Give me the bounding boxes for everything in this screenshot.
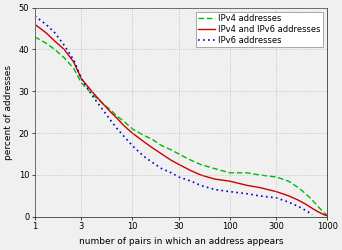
IPv6 addresses bbox=[71, 58, 76, 61]
IPv4 and IPv6 addresses bbox=[287, 194, 291, 197]
IPv4 and IPv6 addresses bbox=[142, 140, 146, 143]
IPv4 addresses bbox=[101, 102, 105, 105]
Legend: IPv4 addresses, IPv4 and IPv6 addresses, IPv6 addresses: IPv4 addresses, IPv4 and IPv6 addresses,… bbox=[196, 12, 323, 47]
IPv4 and IPv6 addresses bbox=[325, 214, 329, 218]
IPv4 addresses bbox=[121, 119, 125, 122]
IPv6 addresses bbox=[245, 192, 249, 195]
IPv6 addresses bbox=[198, 184, 202, 187]
IPv4 addresses bbox=[198, 163, 202, 166]
IPv6 addresses bbox=[169, 171, 173, 174]
IPv4 and IPv6 addresses bbox=[160, 152, 164, 156]
IPv4 addresses bbox=[177, 152, 181, 156]
IPv4 addresses bbox=[142, 134, 146, 137]
IPv4 and IPv6 addresses bbox=[150, 146, 154, 149]
IPv4 and IPv6 addresses bbox=[130, 132, 134, 134]
IPv6 addresses bbox=[177, 176, 181, 178]
IPv4 addresses bbox=[228, 171, 232, 174]
IPv4 addresses bbox=[169, 148, 173, 151]
IPv4 and IPv6 addresses bbox=[213, 178, 217, 180]
IPv6 addresses bbox=[109, 119, 113, 122]
IPv4 and IPv6 addresses bbox=[169, 159, 173, 162]
IPv6 addresses bbox=[62, 44, 66, 47]
IPv4 and IPv6 addresses bbox=[71, 60, 76, 64]
IPv4 and IPv6 addresses bbox=[296, 198, 300, 202]
IPv6 addresses bbox=[44, 23, 48, 26]
IPv6 addresses bbox=[189, 180, 193, 183]
IPv4 and IPv6 addresses bbox=[245, 184, 249, 187]
IPv4 and IPv6 addresses bbox=[109, 111, 113, 114]
IPv4 addresses bbox=[321, 210, 325, 213]
IPv4 and IPv6 addresses bbox=[321, 213, 325, 216]
Line: IPv6 addresses: IPv6 addresses bbox=[35, 16, 312, 215]
IPv4 addresses bbox=[245, 171, 249, 174]
IPv4 addresses bbox=[33, 36, 37, 38]
IPv6 addresses bbox=[101, 108, 105, 112]
IPv4 addresses bbox=[71, 67, 76, 70]
IPv6 addresses bbox=[92, 96, 96, 99]
IPv4 and IPv6 addresses bbox=[177, 163, 181, 166]
IPv4 and IPv6 addresses bbox=[198, 174, 202, 176]
IPv6 addresses bbox=[257, 194, 261, 197]
IPv4 addresses bbox=[304, 192, 308, 195]
IPv6 addresses bbox=[33, 14, 37, 18]
IPv4 addresses bbox=[316, 205, 320, 208]
Y-axis label: percent of addresses: percent of addresses bbox=[4, 65, 13, 160]
IPv6 addresses bbox=[160, 167, 164, 170]
IPv4 and IPv6 addresses bbox=[257, 186, 261, 189]
IPv4 and IPv6 addresses bbox=[121, 123, 125, 126]
IPv6 addresses bbox=[79, 77, 83, 80]
IPv4 addresses bbox=[310, 198, 314, 202]
IPv6 addresses bbox=[213, 188, 217, 191]
IPv4 and IPv6 addresses bbox=[316, 210, 320, 213]
IPv4 addresses bbox=[296, 186, 300, 189]
IPv4 addresses bbox=[53, 48, 57, 51]
IPv6 addresses bbox=[274, 196, 278, 200]
IPv4 addresses bbox=[109, 108, 113, 112]
IPv4 addresses bbox=[189, 159, 193, 162]
X-axis label: number of pairs in which an address appears: number of pairs in which an address appe… bbox=[79, 237, 284, 246]
IPv6 addresses bbox=[115, 128, 119, 130]
IPv4 and IPv6 addresses bbox=[115, 117, 119, 120]
IPv4 and IPv6 addresses bbox=[228, 180, 232, 183]
IPv4 and IPv6 addresses bbox=[62, 48, 66, 51]
IPv4 and IPv6 addresses bbox=[274, 190, 278, 193]
IPv6 addresses bbox=[296, 205, 300, 208]
IPv4 addresses bbox=[213, 167, 217, 170]
IPv4 and IPv6 addresses bbox=[304, 203, 308, 206]
IPv6 addresses bbox=[310, 213, 314, 216]
Line: IPv4 and IPv6 addresses: IPv4 and IPv6 addresses bbox=[35, 24, 327, 216]
IPv6 addresses bbox=[121, 134, 125, 137]
IPv6 addresses bbox=[142, 154, 146, 158]
IPv6 addresses bbox=[287, 200, 291, 203]
IPv4 addresses bbox=[257, 174, 261, 176]
IPv4 addresses bbox=[44, 42, 48, 45]
IPv6 addresses bbox=[130, 144, 134, 147]
IPv4 addresses bbox=[325, 214, 329, 217]
Line: IPv4 addresses: IPv4 addresses bbox=[35, 37, 327, 216]
IPv4 and IPv6 addresses bbox=[92, 92, 96, 95]
IPv4 and IPv6 addresses bbox=[53, 40, 57, 42]
IPv4 addresses bbox=[79, 82, 83, 84]
IPv6 addresses bbox=[304, 209, 308, 212]
IPv4 and IPv6 addresses bbox=[33, 23, 37, 26]
IPv4 and IPv6 addresses bbox=[44, 31, 48, 34]
IPv4 addresses bbox=[274, 176, 278, 178]
IPv6 addresses bbox=[228, 190, 232, 193]
IPv4 addresses bbox=[150, 138, 154, 141]
IPv4 addresses bbox=[92, 94, 96, 97]
IPv4 addresses bbox=[115, 115, 119, 118]
IPv4 and IPv6 addresses bbox=[310, 207, 314, 210]
IPv4 and IPv6 addresses bbox=[189, 169, 193, 172]
IPv4 addresses bbox=[130, 128, 134, 130]
IPv4 addresses bbox=[287, 180, 291, 183]
IPv6 addresses bbox=[53, 31, 57, 34]
IPv4 addresses bbox=[62, 56, 66, 59]
IPv4 and IPv6 addresses bbox=[101, 102, 105, 105]
IPv4 and IPv6 addresses bbox=[79, 77, 83, 80]
IPv4 addresses bbox=[160, 144, 164, 147]
IPv6 addresses bbox=[150, 161, 154, 164]
